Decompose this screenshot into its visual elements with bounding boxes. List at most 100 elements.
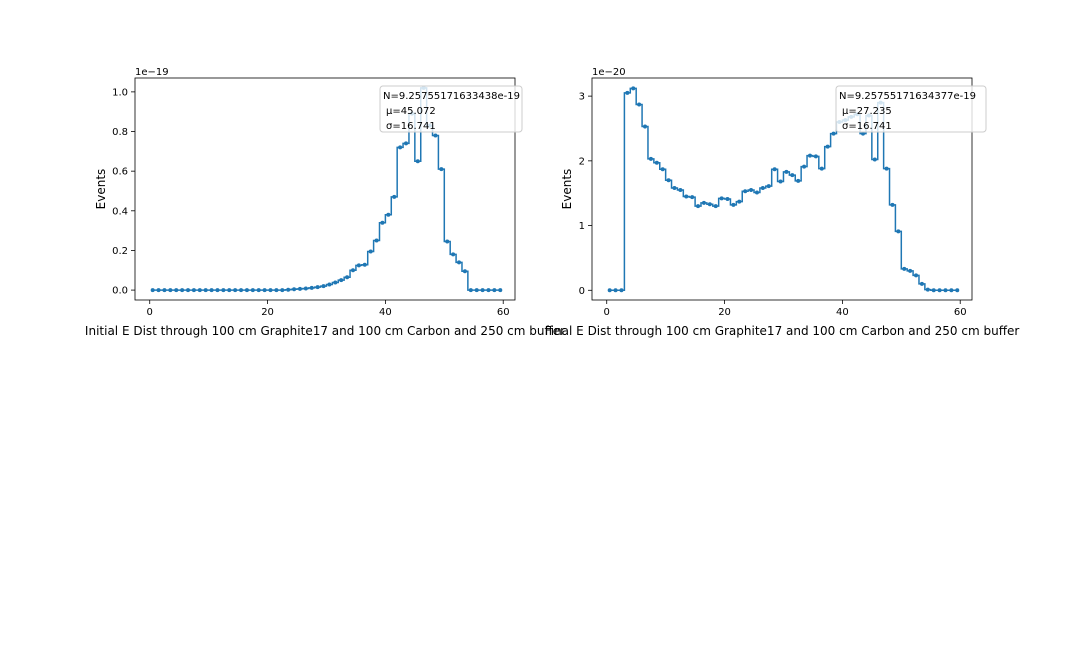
right-data-point	[819, 166, 824, 171]
left-data-point	[209, 288, 214, 293]
left-data-point	[415, 159, 420, 164]
left-data-point	[274, 288, 279, 293]
right-data-point	[807, 153, 812, 158]
right-y-offset-label: 1e−20	[592, 67, 626, 78]
left-data-point	[327, 282, 332, 287]
right-data-point	[802, 164, 807, 169]
left-legend-line: μ=45.072	[386, 106, 436, 117]
right-data-point	[813, 154, 818, 159]
right-data-point	[908, 268, 913, 273]
left-data-point	[180, 288, 185, 293]
right-data-point	[902, 266, 907, 271]
left-data-point	[280, 288, 285, 293]
right-data-point	[914, 273, 919, 278]
left-data-point	[162, 288, 167, 293]
left-data-point	[321, 284, 326, 289]
right-data-point	[678, 187, 683, 192]
right-data-point	[672, 186, 677, 191]
right-data-point	[749, 187, 754, 192]
right-data-point	[737, 199, 742, 204]
right-x-tick-label: 60	[954, 307, 967, 318]
left-x-tick-label: 0	[147, 307, 153, 318]
left-data-point	[168, 288, 173, 293]
left-data-point	[462, 269, 467, 274]
left-data-point	[303, 286, 308, 291]
left-data-point	[433, 133, 438, 138]
left-data-point	[486, 288, 491, 293]
right-data-point	[707, 202, 712, 207]
right-data-point	[896, 229, 901, 234]
left-x-tick-label: 60	[497, 307, 510, 318]
right-data-point	[631, 86, 636, 91]
right-data-point	[925, 287, 930, 292]
right-data-point	[731, 202, 736, 207]
right-data-point	[937, 288, 942, 293]
right-data-point	[690, 195, 695, 200]
left-data-point	[339, 278, 344, 283]
right-data-point	[619, 288, 624, 293]
right-data-point	[772, 167, 777, 172]
right-data-point	[955, 288, 960, 293]
right-data-point	[613, 288, 618, 293]
right-subplot: Final E Dist through 100 cm Graphite17 a…	[545, 67, 1020, 338]
right-data-point	[754, 190, 759, 195]
left-data-point	[451, 252, 456, 257]
left-legend-box	[379, 85, 523, 133]
left-data-point	[498, 288, 503, 293]
left-y-tick-label: 0.0	[112, 286, 128, 297]
right-data-point	[725, 197, 730, 202]
left-y-tick-label: 0.4	[112, 206, 128, 217]
left-data-point	[362, 262, 367, 267]
left-data-point	[315, 285, 320, 290]
right-legend-line: N=9.25755171634377e-19	[839, 91, 976, 102]
right-data-point	[701, 200, 706, 205]
left-data-point	[398, 145, 403, 150]
right-legend-box	[835, 85, 987, 133]
right-data-point	[825, 144, 830, 149]
right-y-tick-label: 3	[579, 92, 585, 103]
left-y-axis-label: Events	[94, 169, 108, 210]
left-y-tick-label: 0.8	[112, 127, 128, 138]
right-y-tick-label: 2	[579, 156, 585, 167]
right-y-tick-label: 0	[579, 286, 585, 297]
left-data-point	[392, 194, 397, 199]
right-data-point	[890, 202, 895, 207]
right-data-point	[778, 179, 783, 184]
left-data-point	[203, 288, 208, 293]
left-legend-line: σ=16.741	[386, 121, 436, 132]
left-data-point	[233, 288, 238, 293]
right-x-tick-label: 0	[604, 307, 610, 318]
right-data-point	[943, 288, 948, 293]
left-data-point	[256, 288, 261, 293]
left-data-point	[492, 288, 497, 293]
left-data-point	[268, 288, 273, 293]
left-x-tick-label: 20	[261, 307, 274, 318]
right-data-point	[666, 178, 671, 183]
right-legend-line: σ=16.741	[842, 121, 892, 132]
left-data-point	[457, 260, 462, 265]
left-data-point	[386, 212, 391, 217]
left-data-point	[292, 287, 297, 292]
left-y-tick-label: 1.0	[112, 87, 128, 98]
left-data-point	[227, 288, 232, 293]
right-data-point	[872, 157, 877, 162]
left-data-point	[333, 280, 338, 285]
left-data-point	[239, 288, 244, 293]
right-data-point	[637, 102, 642, 107]
right-y-tick-label: 1	[579, 221, 585, 232]
left-subplot: Initial E Dist through 100 cm Graphite17…	[85, 67, 565, 338]
left-data-point	[221, 288, 226, 293]
left-data-point	[474, 288, 479, 293]
right-data-point	[625, 90, 630, 95]
left-data-point	[186, 288, 191, 293]
left-data-point	[286, 287, 291, 292]
left-y-tick-label: 0.6	[112, 167, 128, 178]
right-data-point	[784, 169, 789, 174]
left-data-point	[404, 141, 409, 146]
left-data-point	[215, 288, 220, 293]
right-data-point	[743, 189, 748, 194]
left-data-point	[356, 263, 361, 268]
left-data-point	[468, 288, 473, 293]
right-data-point	[919, 281, 924, 286]
